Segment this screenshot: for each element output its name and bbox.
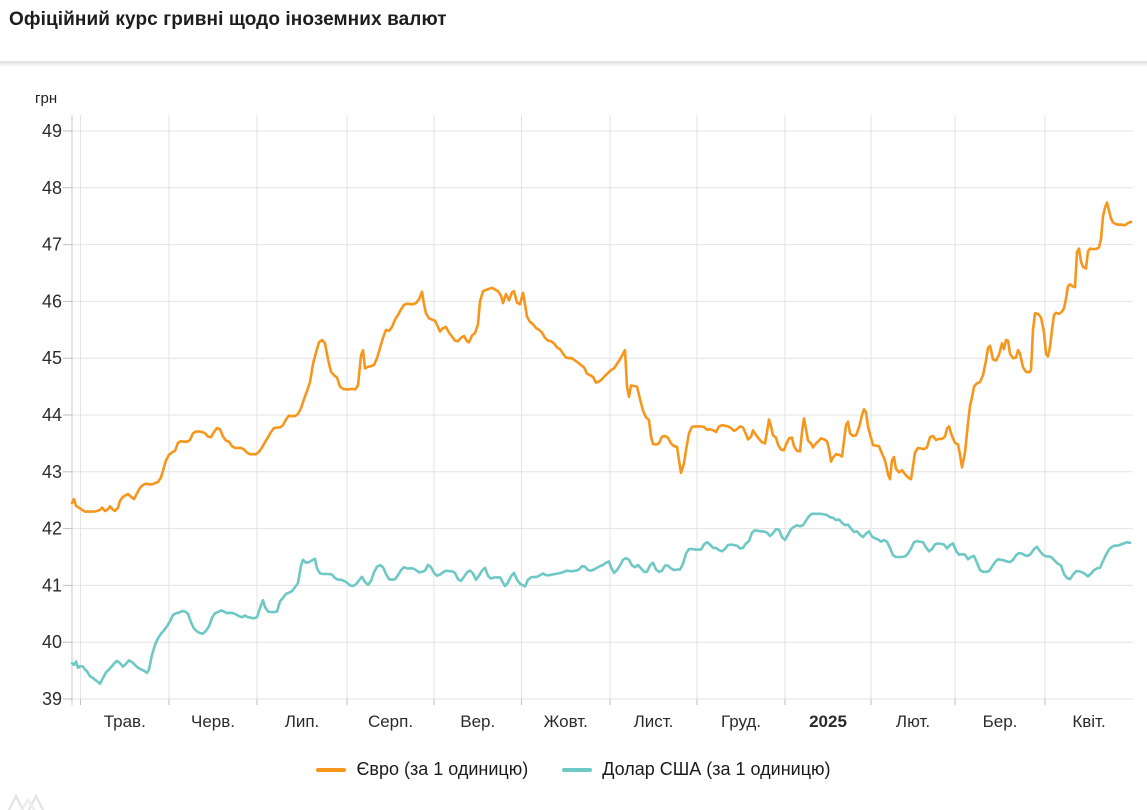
x-axis-label: Серп.: [368, 712, 413, 731]
y-tick-label: 39: [42, 689, 62, 709]
series-line-usd: [70, 512, 1132, 686]
y-tick-label: 49: [42, 121, 62, 141]
x-axis-label: Черв.: [191, 712, 235, 731]
y-tick-label: 40: [42, 632, 62, 652]
x-axis-label: Лист.: [634, 712, 674, 731]
y-tick-label: 48: [42, 178, 62, 198]
page-title: Офіційний курс гривні щодо іноземних вал…: [9, 9, 447, 30]
x-axis-label: Груд.: [721, 712, 761, 731]
legend-item-usd[interactable]: Долар США (за 1 одиницю): [562, 759, 831, 780]
x-axis-label: Бер.: [983, 712, 1018, 731]
y-tick-label: 44: [42, 405, 62, 425]
x-axis-label: Квіт.: [1072, 712, 1105, 731]
legend-item-eur[interactable]: Євро (за 1 одиницю): [316, 759, 528, 780]
chart-legend: Євро (за 1 одиницю) Долар США (за 1 один…: [0, 759, 1147, 780]
header-divider: [0, 61, 1147, 67]
y-tick-label: 45: [42, 348, 62, 368]
x-axis-label: Жовт.: [544, 712, 588, 731]
legend-label-usd: Долар США (за 1 одиницю): [602, 759, 831, 779]
usd-series-swatch-icon: [562, 767, 593, 772]
legend-label-eur: Євро (за 1 одиницю): [356, 759, 529, 779]
x-axis-label: Вер.: [460, 712, 495, 731]
y-tick-label: 46: [42, 291, 62, 311]
y-tick-label: 43: [42, 462, 62, 482]
eur-series-swatch-icon: [316, 767, 347, 772]
x-axis-label: Лип.: [285, 712, 320, 731]
x-axis-label: Лют.: [896, 712, 930, 731]
y-tick-label: 42: [42, 519, 62, 539]
y-tick-label: 41: [42, 575, 62, 595]
header: Офіційний курс гривні щодо іноземних вал…: [0, 0, 1147, 61]
watermark-logo-icon: [7, 793, 45, 810]
y-tick-label: 47: [42, 235, 62, 255]
x-axis-label: 2025: [809, 712, 847, 731]
y-axis-unit-label: грн: [35, 90, 58, 107]
series-line-eur: [70, 201, 1133, 513]
x-axis-label: Трав.: [104, 712, 146, 731]
